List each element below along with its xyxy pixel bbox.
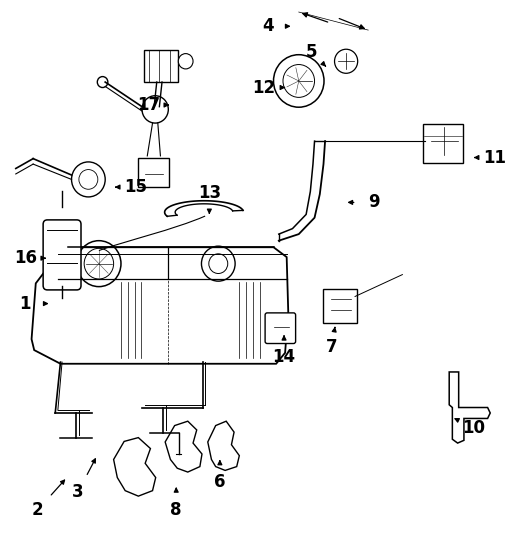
Text: 16: 16 <box>14 249 37 267</box>
FancyBboxPatch shape <box>138 158 169 187</box>
Text: 17: 17 <box>137 96 160 114</box>
FancyBboxPatch shape <box>144 50 178 82</box>
Text: 11: 11 <box>483 149 506 166</box>
Circle shape <box>274 55 324 107</box>
Text: 3: 3 <box>72 484 84 501</box>
Text: 2: 2 <box>32 501 44 519</box>
Polygon shape <box>208 421 239 470</box>
Text: 9: 9 <box>368 194 379 211</box>
Circle shape <box>178 54 193 69</box>
Polygon shape <box>114 438 156 496</box>
Polygon shape <box>449 372 490 443</box>
Circle shape <box>72 162 105 197</box>
FancyBboxPatch shape <box>43 220 81 290</box>
Text: 8: 8 <box>170 501 182 519</box>
Text: 6: 6 <box>214 474 226 491</box>
Text: 7: 7 <box>326 339 337 356</box>
FancyBboxPatch shape <box>323 289 357 323</box>
Text: 10: 10 <box>462 419 485 437</box>
Text: 5: 5 <box>306 43 317 61</box>
Text: 14: 14 <box>272 348 296 365</box>
FancyBboxPatch shape <box>265 313 296 344</box>
Circle shape <box>142 96 168 123</box>
Polygon shape <box>165 421 202 472</box>
Circle shape <box>97 77 108 88</box>
Text: 4: 4 <box>262 18 274 35</box>
Text: 13: 13 <box>198 184 221 201</box>
Text: 1: 1 <box>19 295 31 312</box>
FancyBboxPatch shape <box>423 124 463 163</box>
Text: 12: 12 <box>252 79 276 96</box>
Circle shape <box>335 49 358 73</box>
Text: 15: 15 <box>124 178 147 196</box>
